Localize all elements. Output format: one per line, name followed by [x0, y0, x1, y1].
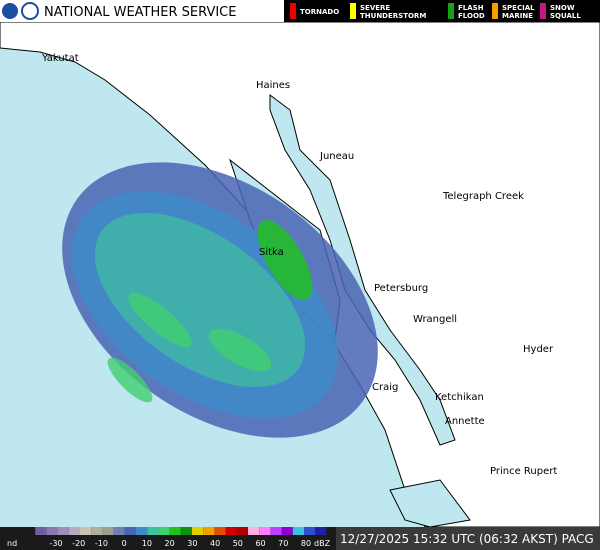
scale-swatch [315, 527, 327, 535]
scale-tick-label: 70 [278, 539, 288, 548]
scale-nd-label: nd [7, 539, 17, 548]
scale-swatch [57, 527, 69, 535]
city-label: Juneau [319, 151, 354, 162]
scale-swatch [91, 527, 103, 535]
timestamp: 12/27/2025 15:32 UTC (06:32 AKST) PACG [340, 532, 594, 546]
scale-tick-label: 10 [142, 539, 152, 548]
scale-swatch [281, 527, 293, 535]
scale-tick-label: -20 [72, 539, 85, 548]
scale-swatch [214, 527, 226, 535]
city-label: Yakutat [41, 53, 79, 64]
scale-swatch [192, 527, 204, 535]
scale-tick-label: 30 [187, 539, 197, 548]
warning-swatch [540, 3, 546, 19]
warning-legend [284, 0, 600, 22]
scale-swatch [203, 527, 215, 535]
city-label: Telegraph Creek [442, 191, 524, 202]
city-label: Sitka [259, 247, 284, 258]
scale-swatch [270, 527, 282, 535]
scale-swatch [102, 527, 114, 535]
scale-swatch [46, 527, 58, 535]
city-label: Ketchikan [435, 392, 484, 403]
warning-swatch [350, 3, 356, 19]
warning-swatch [492, 3, 498, 19]
warning-label: SPECIAL MARINE [502, 4, 535, 20]
scale-swatch [169, 527, 181, 535]
timestamp-box [336, 527, 600, 550]
city-label: Petersburg [374, 283, 428, 294]
city-labels: Yakutat Haines Juneau Telegraph Creek Si… [41, 53, 557, 477]
warning-swatch [290, 3, 296, 19]
scale-swatch [113, 527, 125, 535]
city-label: Wrangell [413, 314, 457, 325]
scale-swatch [24, 527, 36, 535]
scale-tick-label: 40 [210, 539, 220, 548]
scale-swatch [136, 527, 148, 535]
city-label: Haines [256, 80, 290, 91]
warning-swatch [448, 3, 454, 19]
scale-swatch [158, 527, 170, 535]
warning-label: FLASH FLOOD [458, 4, 485, 20]
scale-swatch [80, 527, 92, 535]
scale-swatch [180, 527, 192, 535]
scale-swatch [304, 527, 316, 535]
noaa-logo [2, 3, 18, 19]
scale-swatch [124, 527, 136, 535]
scale-swatch [68, 527, 80, 535]
scale-swatch [292, 527, 304, 535]
scale-swatch [259, 527, 271, 535]
warning-label: TORNADO [300, 8, 339, 16]
scale-tick-label: 0 [122, 539, 127, 548]
scale-swatch [35, 527, 47, 535]
scale-unit: dBZ [314, 539, 331, 548]
scale-swatch [248, 527, 260, 535]
scale-tick-label: -30 [49, 539, 62, 548]
header: NATIONAL WEATHER SERVICE TORNADO SEVERE TH… [0, 0, 600, 22]
scale-tick-label: 60 [255, 539, 265, 548]
radar-echo [62, 162, 378, 438]
scale-tick-label: 20 [165, 539, 175, 548]
scale-swatch [147, 527, 159, 535]
city-label: Prince Rupert [490, 466, 557, 477]
city-label: Hyder [523, 344, 554, 355]
warning-label: SNOW SQUALL [550, 4, 581, 20]
footer: nd -30 -20 -10 0 10 20 30 40 50 60 70 80 dBZ 12/27/20… [0, 527, 600, 550]
scale-swatch [236, 527, 248, 535]
scale-tick-label: -10 [95, 539, 108, 548]
scale-swatch [225, 527, 237, 535]
header-title: NATIONAL WEATHER SERVICE [44, 5, 236, 20]
scale-tick-label: 50 [233, 539, 243, 548]
city-label: Annette [445, 416, 485, 427]
scale-tick-label: 80 [301, 539, 311, 548]
city-label: Craig [372, 382, 398, 393]
nws-logo [21, 2, 39, 20]
warning-label: SEVERE THUNDERSTORM [360, 4, 426, 20]
